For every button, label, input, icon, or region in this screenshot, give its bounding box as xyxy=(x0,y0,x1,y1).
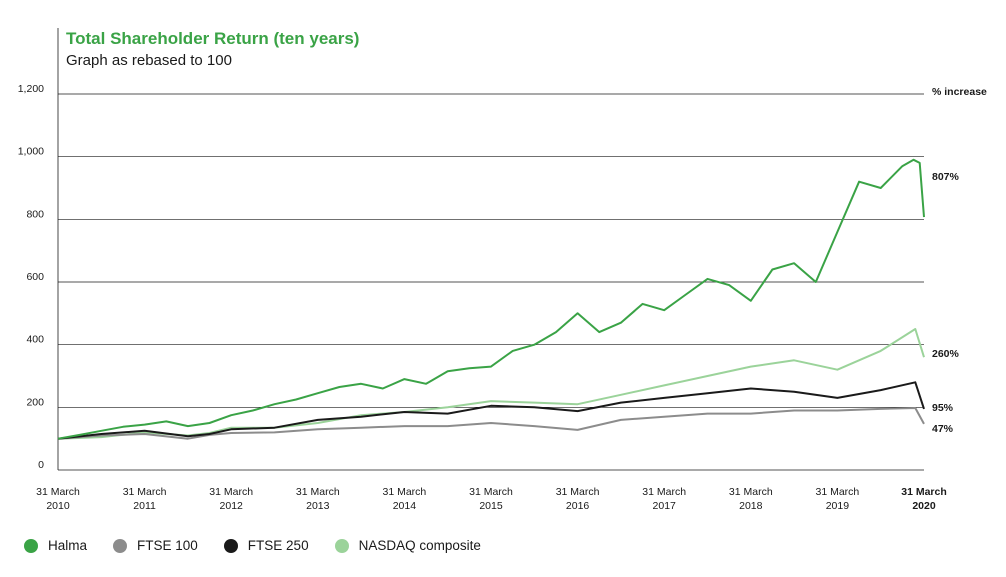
x-tick-label: 31 March xyxy=(901,486,947,498)
y-tick-label: 1,000 xyxy=(18,146,44,158)
series-line-halma xyxy=(57,158,925,440)
chart-title: Total Shareholder Return (ten years) xyxy=(66,29,359,48)
legend-dot xyxy=(334,538,349,553)
x-tick-label: 2011 xyxy=(133,500,156,512)
end-label: 807% xyxy=(932,171,960,183)
y-axis-ticks: 0 200 400 600 800 1,000 1,200 xyxy=(18,83,44,471)
x-tick-label: 2018 xyxy=(739,500,763,512)
x-tick-label: 2012 xyxy=(220,500,244,512)
x-tick-label: 2017 xyxy=(653,500,677,512)
x-tick-label: 31 March xyxy=(123,486,167,498)
end-labels: 807% 47% 95% 260% xyxy=(932,171,960,435)
y-tick-label: 600 xyxy=(26,271,44,283)
y-tick-label: 400 xyxy=(26,334,44,346)
percent-increase-header: % increase xyxy=(932,86,987,98)
legend-label: Halma xyxy=(48,538,88,553)
x-tick-label: 2016 xyxy=(566,500,590,512)
x-tick-label: 2015 xyxy=(479,500,503,512)
legend-item: Halma xyxy=(24,538,87,553)
legend-dot xyxy=(223,538,238,553)
legend-dot xyxy=(24,538,38,553)
x-tick-label: 2020 xyxy=(912,500,936,512)
x-tick-label: 31 March xyxy=(642,486,686,498)
chart-subtitle: Graph as rebased to 100 xyxy=(66,52,232,69)
grid xyxy=(57,28,924,471)
legend-label: FTSE 250 xyxy=(247,538,309,553)
end-label: 260% xyxy=(932,348,960,360)
legend-item: NASDAQ composite xyxy=(334,538,481,553)
series-line-ftse-100 xyxy=(57,407,925,440)
x-tick-label: 31 March xyxy=(816,486,860,498)
x-tick-label: 31 March xyxy=(36,486,80,498)
x-tick-label: 2010 xyxy=(46,500,70,512)
x-tick-label: 31 March xyxy=(556,486,600,498)
x-tick-label: 31 March xyxy=(383,486,427,498)
series-line-ftse-250 xyxy=(57,381,925,440)
end-label: 47% xyxy=(932,423,954,435)
x-tick-label: 31 March xyxy=(469,486,513,498)
legend-label: NASDAQ composite xyxy=(358,538,481,553)
legend-item: FTSE 250 xyxy=(223,538,309,553)
x-tick-label: 31 March xyxy=(296,486,340,498)
x-tick-label: 2019 xyxy=(826,500,850,512)
y-tick-label: 0 xyxy=(38,459,44,471)
x-tick-label: 31 March xyxy=(209,486,253,498)
legend-item: FTSE 100 xyxy=(113,538,198,553)
y-tick-label: 1,200 xyxy=(18,83,44,95)
y-tick-label: 200 xyxy=(26,396,44,408)
series-lines xyxy=(57,158,925,440)
x-tick-label: 31 March xyxy=(729,486,773,498)
legend-dot xyxy=(113,538,128,553)
x-tick-label: 2013 xyxy=(306,500,330,512)
x-tick-label: 2014 xyxy=(393,500,417,512)
legend-label: FTSE 100 xyxy=(137,538,198,553)
x-axis-ticks: 31 March 2010 31 March 2011 31 March 2012 31 M… xyxy=(36,486,947,512)
legend: Halma FTSE 100 FTSE 250 NASDAQ composite xyxy=(24,538,507,553)
y-tick-label: 800 xyxy=(26,208,44,220)
end-label: 95% xyxy=(932,402,954,414)
